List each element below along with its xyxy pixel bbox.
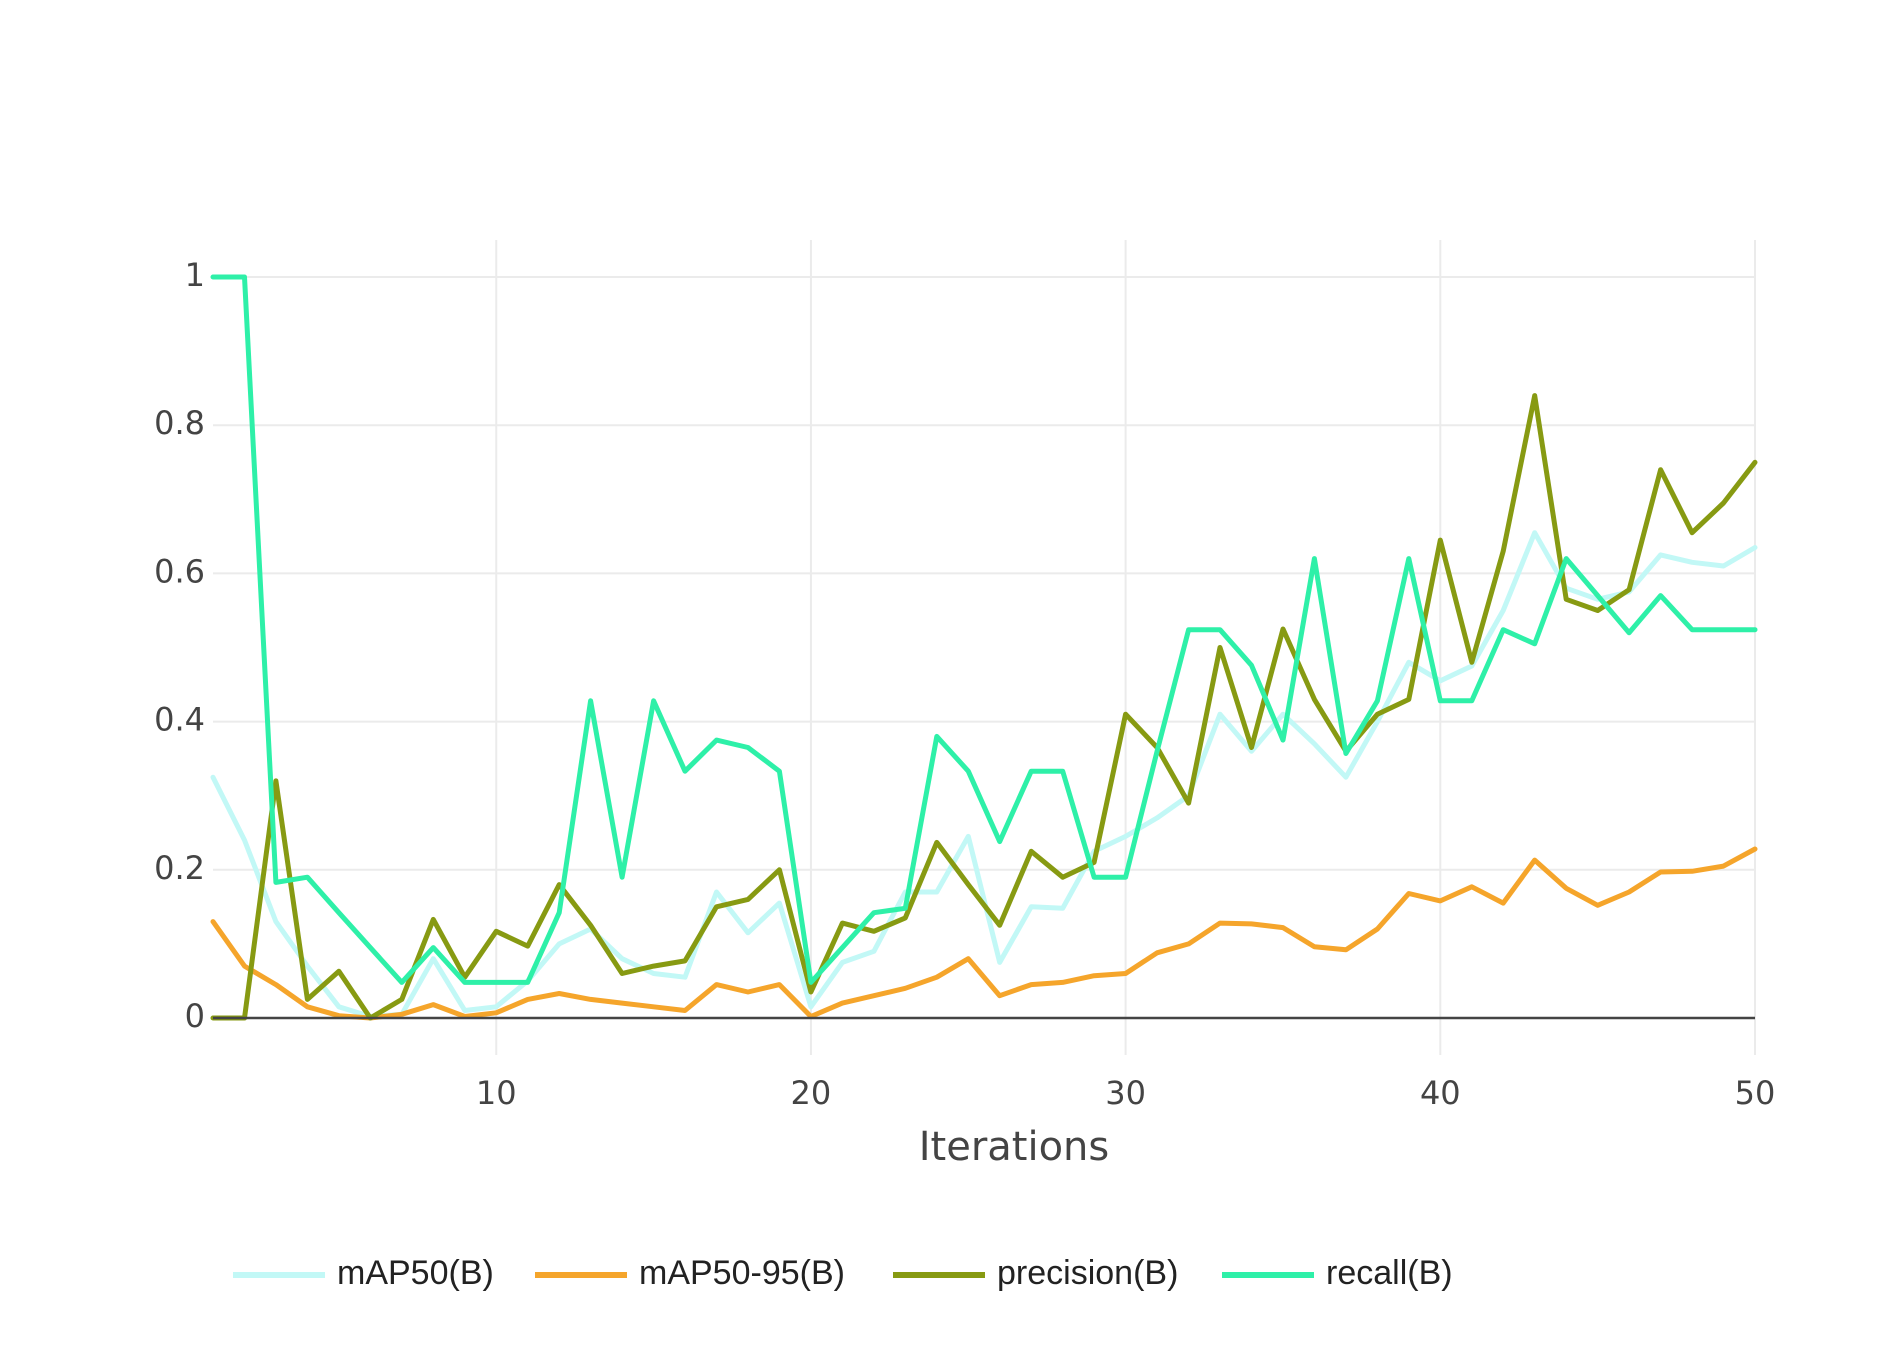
x-tick-label: 40 [1420, 1074, 1461, 1112]
grid [213, 240, 1756, 1055]
series-line-map50-95-b [210, 846, 1758, 1021]
legend-label: precision(B) [997, 1254, 1178, 1292]
y-tick-label: 0 [185, 997, 205, 1035]
legend-label: recall(B) [1326, 1254, 1453, 1292]
series-line-map50-b [210, 530, 1758, 1019]
series-lines [210, 274, 1758, 1021]
legend-label: mAP50(B) [337, 1254, 494, 1292]
series-line-recall-b [210, 274, 1758, 985]
x-tick-label: 50 [1735, 1074, 1776, 1112]
x-tick-label: 20 [791, 1074, 832, 1112]
y-tick-label: 0.8 [154, 404, 205, 442]
legend: mAP50(B) mAP50-95(B) precision(B) recall(B) [233, 1254, 1453, 1292]
legend-label: mAP50-95(B) [639, 1254, 845, 1292]
y-tick-label: 0.6 [154, 552, 205, 590]
y-tick-label: 1 [185, 256, 205, 294]
x-tick-label: 30 [1105, 1074, 1146, 1112]
y-tick-label: 0.2 [154, 849, 205, 887]
x-tick-label: 10 [476, 1074, 517, 1112]
y-tick-label: 0.4 [154, 701, 205, 739]
axes: 10 20 30 40 50 0 0.2 0.4 0.6 0.8 1 [154, 256, 1775, 1112]
x-axis-title: Iterations [919, 1124, 1110, 1170]
series-line-precision-b [210, 393, 1758, 1021]
